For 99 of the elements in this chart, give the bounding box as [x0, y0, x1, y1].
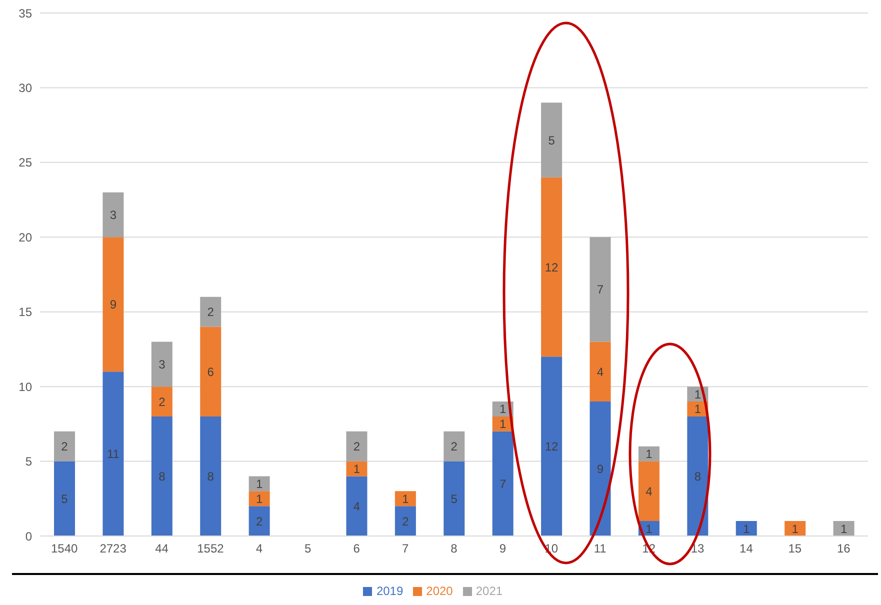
legend-label: 2019: [376, 584, 404, 598]
data-label: 11: [106, 447, 120, 462]
data-label: 1: [500, 402, 507, 416]
data-label: 5: [548, 133, 556, 148]
data-label: 1: [256, 492, 263, 506]
bar: [492, 431, 514, 536]
x-tick-label: 11: [594, 542, 607, 556]
bar: [394, 491, 416, 506]
legend-label: 2020: [426, 584, 453, 598]
x-tick-label: 14: [740, 542, 754, 556]
bar: [444, 431, 465, 462]
x-tick-label: 7: [402, 542, 409, 556]
y-tick-label: 15: [18, 305, 32, 320]
data-label: 1: [402, 492, 410, 506]
bar: [346, 461, 368, 476]
x-tick-label: 1552: [197, 542, 224, 556]
y-tick-label: 30: [18, 80, 32, 95]
x-tick-label: 16: [836, 542, 851, 556]
bar: [346, 476, 368, 536]
data-label: 2: [402, 514, 410, 528]
bar: [687, 416, 708, 536]
bar: [200, 326, 222, 416]
bar: [200, 296, 222, 327]
data-label: 1: [646, 447, 653, 462]
data-label: 1: [256, 476, 263, 491]
y-tick-label: 20: [18, 230, 32, 244]
y-tick-label: 0: [25, 529, 32, 544]
x-tick-label: 6: [353, 542, 360, 556]
x-tick-label: 2723: [100, 542, 127, 556]
data-label: 7: [500, 476, 507, 491]
y-tick-label: 25: [18, 156, 32, 170]
data-label: 8: [694, 469, 702, 484]
data-label: 9: [110, 298, 117, 312]
data-label: 4: [646, 484, 653, 498]
bar: [638, 461, 660, 522]
data-label: 8: [158, 469, 166, 484]
y-tick-label: 10: [18, 380, 32, 394]
data-label: 1: [500, 417, 507, 432]
bar: [248, 491, 270, 506]
bar: [784, 521, 806, 536]
bar: [200, 416, 222, 536]
bar: [54, 461, 75, 536]
data-label: 8: [207, 469, 214, 484]
bar: [346, 431, 368, 462]
data-label: 1: [353, 462, 360, 476]
bar: [102, 192, 124, 238]
x-tick-label: 5: [304, 542, 312, 556]
data-label: 5: [61, 492, 68, 506]
data-label: 5: [450, 492, 458, 506]
data-label: 1: [646, 522, 653, 536]
data-label: 2: [158, 394, 166, 409]
data-label: 1: [840, 522, 848, 536]
data-label: 3: [110, 208, 117, 222]
x-tick-label: 15: [788, 542, 802, 556]
data-label: 1: [743, 522, 750, 536]
bar: [638, 446, 660, 462]
y-tick-label: 35: [18, 6, 32, 20]
bar: [736, 521, 757, 536]
x-tick-label: 8: [450, 542, 458, 556]
data-label: 2: [256, 514, 263, 528]
bar: [541, 102, 562, 178]
bar: [541, 356, 562, 536]
data-label: 12: [544, 260, 559, 274]
data-label: 3: [158, 357, 166, 372]
bar: [151, 416, 172, 536]
x-tick-label: 9: [499, 542, 506, 556]
x-tick-label: 44: [155, 542, 169, 556]
bar: [590, 342, 611, 402]
data-label: 7: [596, 282, 604, 297]
x-tick-label: 13: [690, 542, 705, 556]
x-tick-label: 1540: [51, 542, 78, 556]
bar: [54, 431, 75, 462]
bar: [394, 506, 416, 536]
data-label: 2: [353, 440, 360, 454]
bar: [248, 506, 270, 536]
bar: [248, 476, 270, 492]
bar: [590, 402, 611, 536]
data-label: 1: [694, 387, 702, 402]
data-label: 1: [694, 402, 702, 416]
data-label: 2: [207, 305, 214, 320]
bar: [102, 372, 124, 536]
x-tick-label: 4: [256, 542, 263, 556]
data-label: 6: [207, 364, 214, 379]
data-label: 9: [596, 462, 604, 476]
y-tick-label: 5: [25, 454, 32, 469]
bar: [151, 386, 172, 416]
data-label: 1: [792, 522, 799, 536]
data-label: 4: [353, 499, 360, 514]
bar: [590, 237, 611, 342]
bar: [102, 237, 124, 372]
data-label: 12: [544, 440, 559, 454]
data-label: 2: [61, 440, 68, 454]
bar: [833, 521, 854, 536]
legend-label: 2021: [476, 584, 503, 598]
bar: [151, 342, 172, 387]
bar: [444, 461, 465, 536]
data-label: 2: [450, 440, 458, 454]
data-label: 4: [596, 364, 604, 379]
bar: [541, 177, 562, 357]
